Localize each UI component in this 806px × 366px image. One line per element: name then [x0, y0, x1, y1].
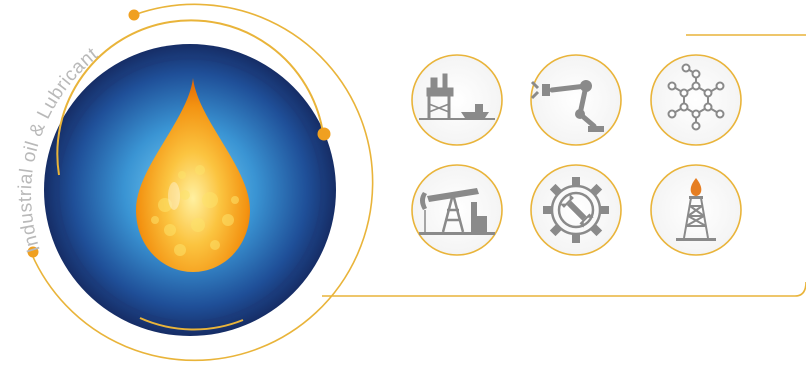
- robotic-arm-icon: [530, 54, 622, 146]
- oil-derrick-flame-icon: [650, 164, 742, 256]
- offshore-platform-icon: [411, 54, 503, 146]
- top-orange-dot: [128, 9, 140, 21]
- inner-gold-arc: [56, 19, 324, 176]
- inner-ring: [56, 56, 324, 324]
- left-orange-dot: [27, 246, 39, 258]
- inner-gold-arc-bottom: [139, 317, 244, 331]
- outer-gold-arc: [29, 3, 374, 362]
- drop-highlight: [168, 182, 180, 210]
- ring-orange-dot: [317, 127, 331, 141]
- bottom-connector-line: [322, 281, 806, 297]
- oil-drop: [136, 78, 250, 272]
- pump-jack-icon: [411, 164, 503, 256]
- molecule-icon: [650, 54, 742, 146]
- gear-wrench-icon: [530, 164, 622, 256]
- drop-bubbles: [151, 165, 239, 256]
